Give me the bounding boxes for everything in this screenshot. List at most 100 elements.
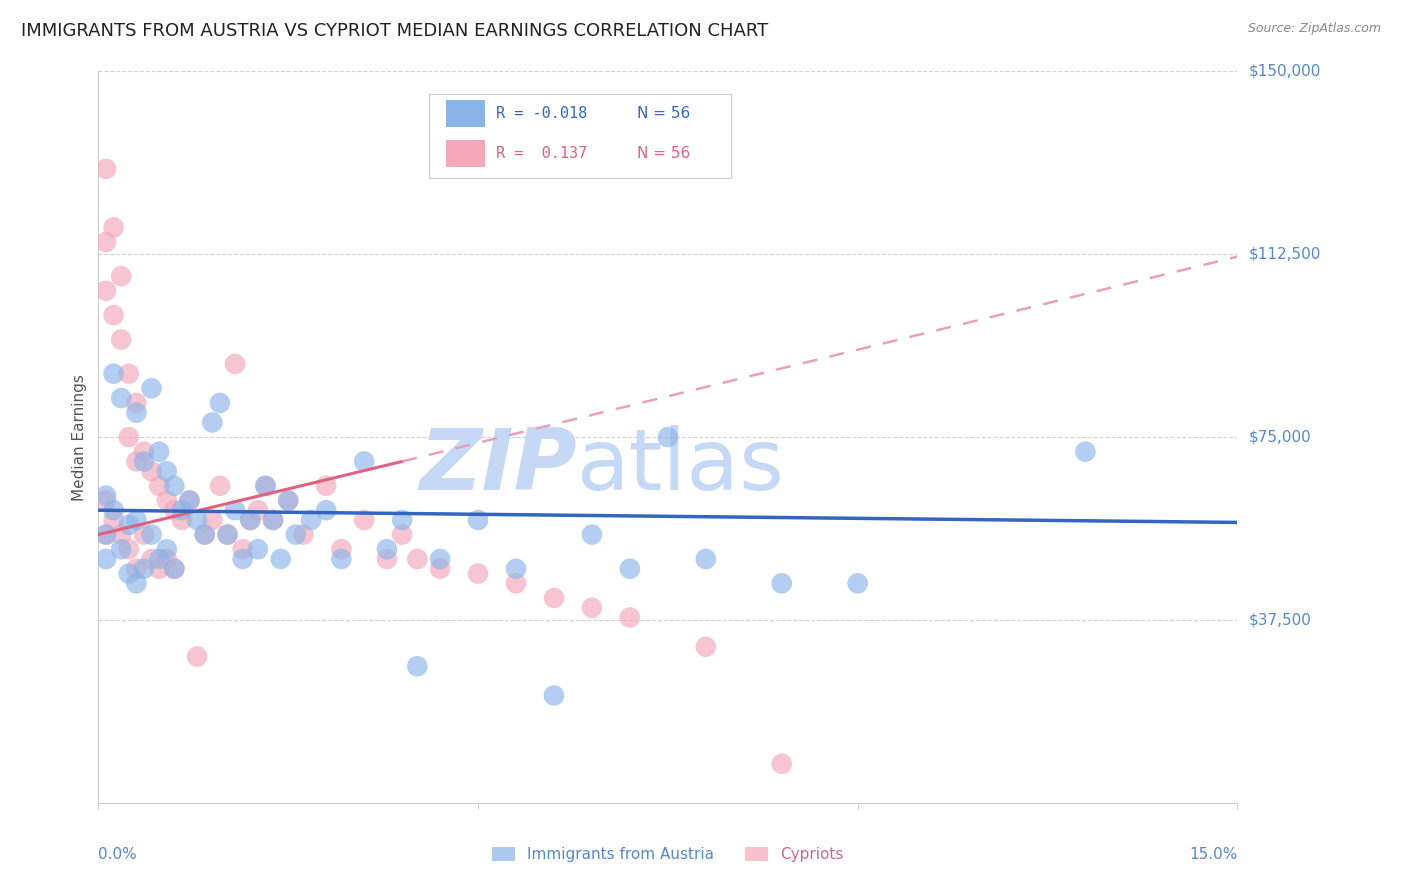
Point (148, 444, 170, 458)
Point (163, 562, 186, 576)
Point (156, 493, 179, 508)
Point (194, 527, 217, 541)
Point (770, 756, 793, 771)
Point (94, 493, 117, 508)
Point (125, 562, 148, 576)
Point (141, 381, 163, 395)
Point (254, 479, 277, 493)
Point (217, 527, 239, 541)
Point (262, 513, 284, 527)
Text: ZIP: ZIP (419, 425, 576, 508)
Point (429, 552, 451, 566)
Point (208, 396, 231, 410)
Point (406, 552, 429, 566)
Point (94, 527, 117, 541)
Text: atlas: atlas (576, 425, 785, 508)
Text: R =  0.137: R = 0.137 (496, 146, 588, 161)
Point (1074, 444, 1097, 458)
Point (94, 235, 117, 249)
Point (770, 576, 793, 591)
Point (118, 367, 141, 381)
Point (103, 367, 125, 381)
Point (581, 600, 603, 615)
Point (94, 527, 117, 541)
Point (156, 552, 179, 566)
Point (94, 552, 117, 566)
Text: $37,500: $37,500 (1249, 613, 1312, 627)
Point (118, 566, 141, 581)
Point (619, 610, 641, 624)
Point (132, 527, 155, 541)
Point (110, 542, 132, 557)
Point (375, 542, 398, 557)
Point (141, 464, 163, 478)
Legend: Immigrants from Austria, Cypriots: Immigrants from Austria, Cypriots (486, 841, 849, 868)
Point (391, 527, 413, 541)
Point (581, 527, 603, 541)
Point (94, 489, 117, 503)
Text: N = 56: N = 56 (637, 106, 690, 120)
Point (201, 416, 224, 430)
Point (125, 406, 148, 420)
Point (103, 308, 125, 322)
Point (179, 493, 201, 508)
Point (246, 542, 269, 557)
Point (170, 503, 193, 517)
Point (148, 479, 170, 493)
Point (254, 479, 277, 493)
Point (406, 659, 429, 673)
Point (262, 513, 284, 527)
Point (186, 513, 208, 527)
Text: $150,000: $150,000 (1249, 64, 1320, 78)
Point (125, 396, 148, 410)
Point (125, 576, 148, 591)
Point (163, 562, 186, 576)
Text: $112,500: $112,500 (1249, 247, 1320, 261)
Point (239, 513, 262, 527)
Point (132, 444, 155, 458)
Point (429, 562, 451, 576)
Point (232, 552, 254, 566)
Text: 15.0%: 15.0% (1189, 847, 1237, 862)
Point (179, 493, 201, 508)
Point (543, 591, 565, 605)
Text: IMMIGRANTS FROM AUSTRIA VS CYPRIOT MEDIAN EARNINGS CORRELATION CHART: IMMIGRANTS FROM AUSTRIA VS CYPRIOT MEDIA… (21, 22, 768, 40)
Point (125, 513, 148, 527)
Point (375, 552, 398, 566)
Point (315, 479, 337, 493)
Point (118, 542, 141, 557)
Point (148, 552, 170, 566)
Point (163, 479, 186, 493)
Point (277, 493, 299, 508)
Point (695, 640, 717, 654)
Point (132, 454, 155, 468)
Point (619, 562, 641, 576)
Y-axis label: Median Earnings: Median Earnings (72, 374, 87, 500)
Point (846, 576, 869, 591)
Point (141, 527, 163, 541)
Point (118, 517, 141, 532)
Point (163, 503, 186, 517)
Text: $75,000: $75,000 (1249, 430, 1312, 444)
Point (217, 527, 239, 541)
Point (239, 513, 262, 527)
Point (110, 527, 132, 541)
Point (353, 454, 375, 468)
Point (125, 454, 148, 468)
Point (103, 220, 125, 235)
Text: N = 56: N = 56 (637, 146, 690, 161)
Point (224, 503, 246, 517)
Point (284, 527, 307, 541)
Point (118, 430, 141, 444)
Point (156, 464, 179, 478)
Text: 0.0%: 0.0% (98, 847, 138, 862)
Point (224, 357, 246, 371)
Point (148, 562, 170, 576)
Point (695, 552, 717, 566)
Text: Source: ZipAtlas.com: Source: ZipAtlas.com (1247, 22, 1381, 36)
Point (110, 391, 132, 405)
Point (103, 503, 125, 517)
Point (232, 542, 254, 557)
Point (315, 503, 337, 517)
Point (505, 562, 527, 576)
